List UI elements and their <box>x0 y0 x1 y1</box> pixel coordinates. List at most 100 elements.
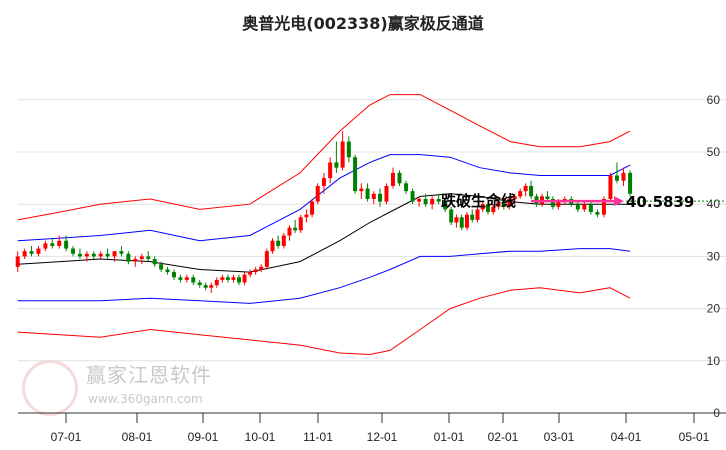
x-tick-label: 09-01 <box>188 430 219 444</box>
band-middle <box>17 193 631 273</box>
candle-up <box>270 240 275 252</box>
x-tick-label: 05-01 <box>679 430 710 444</box>
x-tick-label: 04-01 <box>611 430 642 444</box>
candle-down <box>225 277 230 280</box>
x-tick-label: 07-01 <box>51 430 82 444</box>
candle-up <box>523 185 528 192</box>
candle-up <box>184 277 189 280</box>
annotation-value: 40.5839 <box>626 193 694 211</box>
candle-up <box>384 185 389 202</box>
candle-down <box>71 248 76 254</box>
candle-down <box>449 209 454 223</box>
candle-down <box>575 204 580 210</box>
y-tick-label: 40 <box>707 197 721 211</box>
candle-down <box>203 285 208 288</box>
candle-down <box>436 198 441 202</box>
candle-up <box>231 277 236 280</box>
candle-up <box>298 217 303 231</box>
candle-up <box>214 279 219 286</box>
candle-down <box>293 227 298 231</box>
candle-up <box>454 217 459 223</box>
candle-up <box>512 196 517 199</box>
watermark-url: www.360gann.com <box>88 392 203 406</box>
candle-down <box>486 204 491 213</box>
candle-up <box>281 235 286 246</box>
candle-up <box>480 204 485 210</box>
y-tick-label: 60 <box>707 93 721 107</box>
candle-down <box>443 201 448 210</box>
candle-down <box>178 277 183 280</box>
x-tick-label: 02-01 <box>488 430 519 444</box>
candle-up <box>36 248 41 254</box>
candle-down <box>470 214 475 220</box>
x-tick-label: 01-01 <box>434 430 465 444</box>
candle-up <box>264 251 269 267</box>
candle-up <box>321 178 326 186</box>
candle-up <box>556 201 561 207</box>
candle-up <box>621 172 626 181</box>
candle-down <box>423 198 428 205</box>
candle-down <box>378 193 383 202</box>
candle-down <box>159 264 164 270</box>
candle-up <box>248 272 253 275</box>
candle-up <box>84 253 89 257</box>
x-tick-label: 03-01 <box>544 430 575 444</box>
x-tick-label: 10-01 <box>245 430 276 444</box>
candle-up <box>139 256 144 260</box>
candle-up <box>220 277 225 280</box>
candle-down <box>77 253 82 257</box>
candle-up <box>57 240 62 246</box>
candle-up <box>259 266 264 270</box>
candle-down <box>397 172 402 184</box>
candle-up <box>359 188 364 192</box>
candle-up <box>43 243 48 249</box>
candle-down <box>91 253 96 257</box>
candle-down <box>105 253 110 257</box>
candle-down <box>459 217 464 228</box>
candle-down <box>628 172 633 194</box>
candle-up <box>475 209 480 220</box>
candle-down <box>365 188 370 199</box>
candle-down <box>126 253 131 262</box>
candle-down <box>29 251 34 254</box>
candle-up <box>601 198 606 215</box>
candle-down <box>614 175 619 181</box>
candle-down <box>404 183 409 192</box>
candle-up <box>507 198 512 207</box>
candle-down <box>197 282 202 286</box>
candle-down <box>119 251 124 254</box>
candle-up <box>430 198 435 205</box>
candle-up <box>22 251 27 257</box>
band-upper-outer <box>17 94 631 221</box>
candle-up <box>15 256 20 267</box>
candle-down <box>64 240 69 249</box>
candle-down <box>165 269 170 273</box>
annotation-label: 跌破生命线 <box>441 192 516 210</box>
y-tick-label: 30 <box>707 249 721 263</box>
candle-up <box>209 285 214 288</box>
x-tick-label: 11-01 <box>303 430 333 444</box>
candle-down <box>276 240 281 246</box>
candle-down <box>237 277 242 283</box>
candle-down <box>152 259 157 265</box>
candle-down <box>334 162 339 168</box>
candle-up <box>133 259 138 262</box>
candle-down <box>50 243 55 246</box>
candle-down <box>588 204 593 213</box>
candle-down <box>529 185 534 197</box>
band-lower-outer <box>17 287 631 356</box>
candle-up <box>582 204 587 210</box>
x-tick-label: 12-01 <box>367 430 398 444</box>
candle-up <box>112 251 117 257</box>
candle-down <box>171 272 176 278</box>
watermark-brand: 赢家江恩软件 <box>86 363 212 387</box>
band-lower-inner <box>17 248 631 304</box>
candle-up <box>371 193 376 199</box>
candle-up <box>98 253 103 257</box>
candle-down <box>146 256 151 260</box>
y-tick-label: 10 <box>707 354 721 368</box>
candle-up <box>242 274 247 283</box>
candle-up <box>340 141 345 168</box>
candle-up <box>518 191 523 197</box>
